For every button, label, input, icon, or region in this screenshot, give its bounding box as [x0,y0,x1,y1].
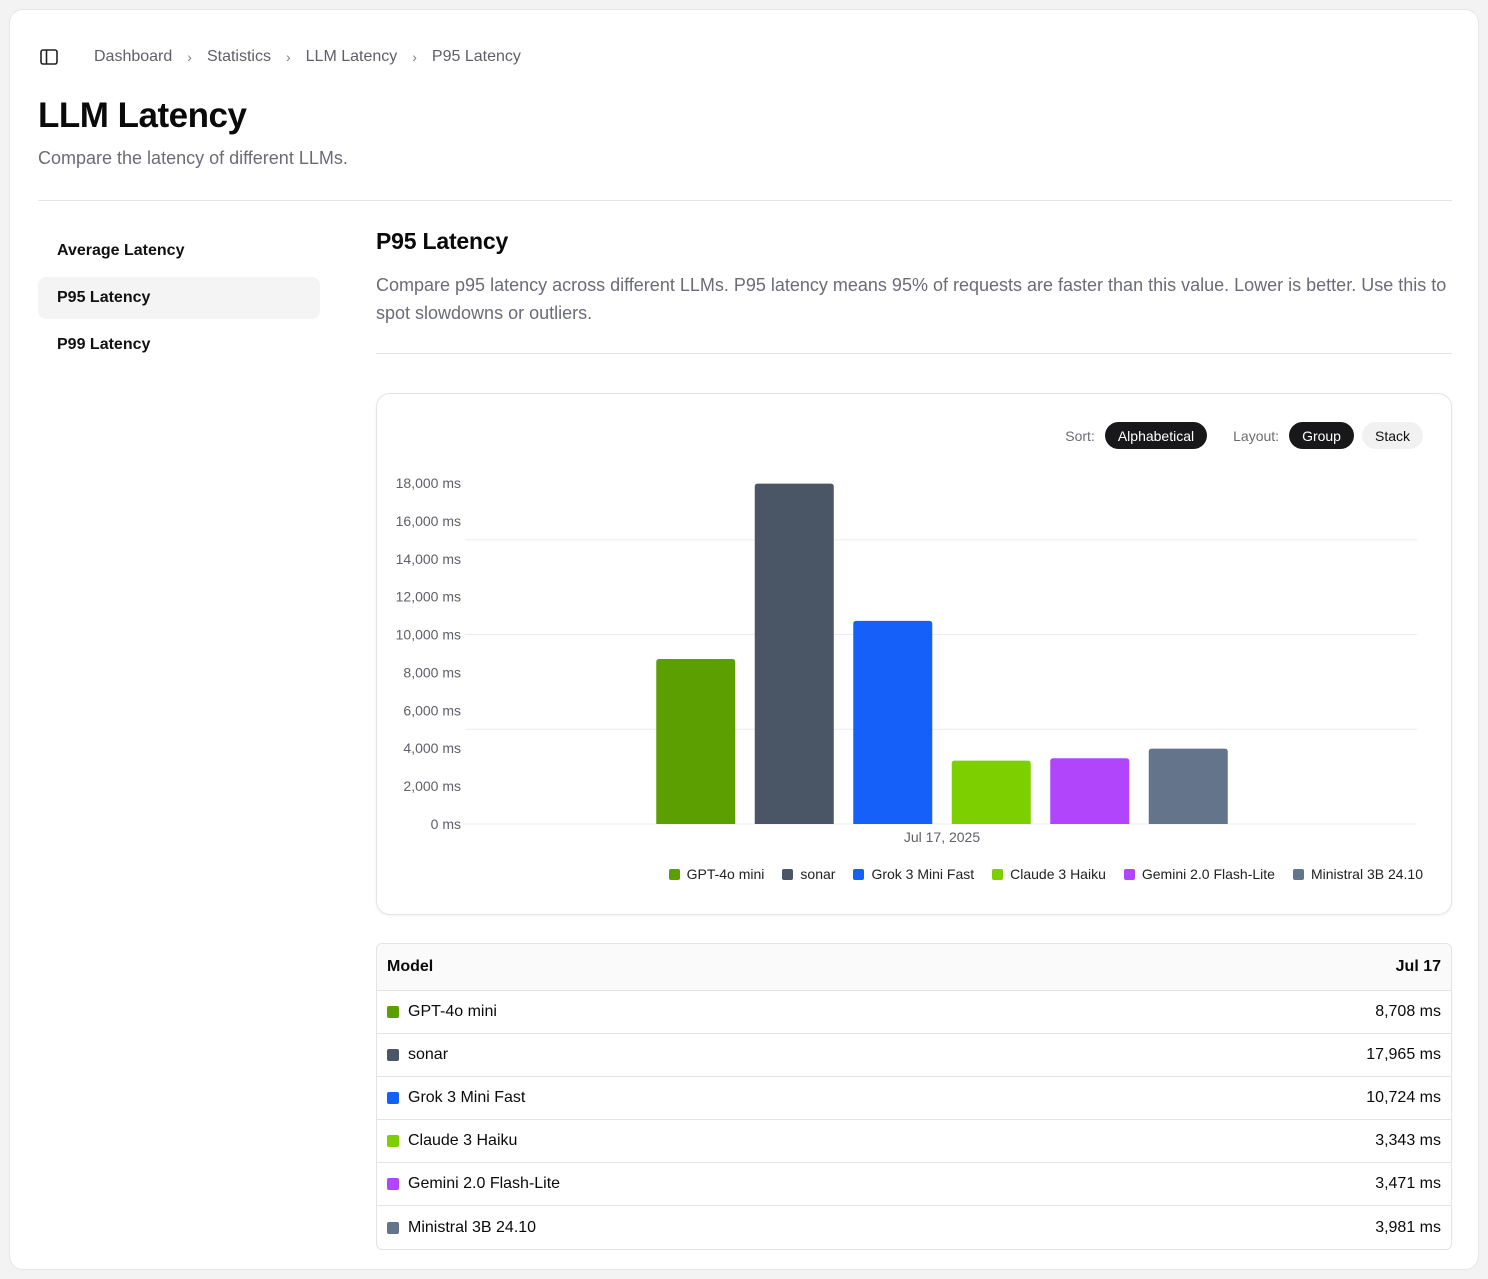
nav-item-p99-latency[interactable]: P99 Latency [57,336,151,353]
y-tick-label: 4,000 ms [403,740,461,756]
breadcrumb-llm-latency[interactable]: LLM Latency [305,48,398,65]
chart-card: Sort: Alphabetical Layout: Group Stack 0… [376,393,1452,915]
sub-nav: Average Latency P95 Latency P99 Latency [38,230,320,371]
table-header: Model Jul 17 [377,944,1451,991]
table-row: sonar 17,965 ms [377,1034,1451,1077]
model-name: GPT-4o mini [408,1003,497,1020]
table-row: Ministral 3B 24.10 3,981 ms [377,1206,1451,1249]
legend-label: Ministral 3B 24.10 [1310,866,1423,882]
model-name: Gemini 2.0 Flash-Lite [408,1175,561,1192]
nav-item-average-latency[interactable]: Average Latency [57,242,185,259]
sidebar-toggle-icon[interactable] [38,46,60,68]
legend-item[interactable]: Claude 3 Haiku [992,866,1106,882]
model-color-swatch [387,1049,399,1061]
legend-swatch [668,868,680,880]
layout-group-button[interactable]: Group [1289,422,1354,449]
main-content: P95 Latency Compare p95 latency across d… [376,228,1452,1250]
chart-controls: Sort: Alphabetical Layout: Group Stack [1065,422,1423,449]
layout-label: Layout: [1233,427,1280,444]
breadcrumb: Dashboard › Statistics › LLM Latency › P… [94,48,521,66]
latency-value: 3,981 ms [1375,1218,1441,1236]
app-frame: Dashboard › Statistics › LLM Latency › P… [9,9,1479,1270]
legend-item[interactable]: Ministral 3B 24.10 [1292,866,1423,882]
chevron-right-icon: › [412,49,417,65]
chevron-right-icon: › [285,49,291,65]
breadcrumb-dashboard[interactable]: Dashboard [94,48,173,65]
chart-legend: GPT-4o mini sonar Grok 3 Mini Fast Claude 3… [668,866,1423,882]
latency-value: 8,708 ms [1375,1003,1441,1020]
model-color-swatch [387,1092,399,1104]
legend-item[interactable]: Grok 3 Mini Fast [853,866,974,882]
column-header-model: Model [387,958,434,975]
sort-alphabetical-button[interactable]: Alphabetical [1104,422,1208,449]
legend-swatch [782,868,794,880]
table-row: Grok 3 Mini Fast 10,724 ms [377,1077,1451,1120]
breadcrumb-statistics[interactable]: Statistics [206,48,271,65]
model-color-swatch [387,1135,399,1147]
y-tick-label: 14,000 ms [396,551,461,567]
sort-label: Sort: [1065,427,1095,444]
latency-value: 3,343 ms [1375,1132,1441,1149]
model-name: Ministral 3B 24.10 [408,1218,537,1236]
page-title: LLM Latency [38,96,247,135]
legend-swatch [992,868,1004,880]
section-title: P95 Latency [376,228,509,254]
y-tick-label: 10,000 ms [396,627,461,643]
model-name: sonar [408,1046,449,1063]
bar[interactable] [1148,748,1228,824]
bar[interactable] [951,760,1031,824]
y-tick-label: 6,000 ms [403,702,461,718]
legend-swatch [853,868,865,880]
legend-label: Gemini 2.0 Flash-Lite [1141,866,1275,882]
latency-table: Model Jul 17 GPT-4o mini 8,708 ms sonar 17,… [376,943,1452,1250]
y-tick-label: 12,000 ms [396,589,461,605]
bar[interactable] [754,483,834,824]
bar-chart: 0 ms 2,000 ms 4,000 ms 6,000 ms 8,000 ms 10,0… [396,475,1417,845]
chevron-right-icon: › [187,49,192,65]
divider [38,200,1452,201]
bar[interactable] [1050,758,1130,824]
bar[interactable] [853,620,933,824]
topbar: Dashboard › Statistics › LLM Latency › P… [38,34,521,80]
y-tick-label: 18,000 ms [396,475,461,491]
divider [376,353,1452,354]
legend-item[interactable]: GPT-4o mini [668,866,765,882]
layout-stack-button[interactable]: Stack [1361,422,1423,449]
legend-swatch [1123,868,1135,880]
breadcrumb-p95-latency: P95 Latency [431,48,521,65]
bar[interactable] [656,659,736,824]
legend-item[interactable]: Gemini 2.0 Flash-Lite [1123,866,1275,882]
table-row: GPT-4o mini 8,708 ms [377,991,1451,1034]
latency-value: 10,724 ms [1366,1089,1441,1106]
legend-item[interactable]: sonar [782,866,835,882]
page-subtitle: Compare the latency of different LLMs. [38,148,348,168]
model-color-swatch [387,1006,399,1018]
nav-item-p95-latency[interactable]: P95 Latency [38,277,320,319]
model-color-swatch [387,1178,399,1190]
table-row: Gemini 2.0 Flash-Lite 3,471 ms [377,1163,1451,1206]
legend-label: sonar [800,866,836,882]
legend-label: Grok 3 Mini Fast [871,866,975,882]
y-tick-label: 2,000 ms [403,778,461,794]
y-tick-label: 8,000 ms [403,664,461,680]
latency-value: 17,965 ms [1366,1046,1441,1063]
table-row: Claude 3 Haiku 3,343 ms [377,1120,1451,1163]
y-tick-label: 16,000 ms [396,513,461,529]
model-name: Grok 3 Mini Fast [408,1089,526,1106]
section-description: Compare p95 latency across different LLM… [376,275,1447,323]
table-body: GPT-4o mini 8,708 ms sonar 17,965 ms Grok 3 … [377,991,1451,1249]
latency-value: 3,471 ms [1375,1175,1441,1192]
column-header-date: Jul 17 [1395,958,1441,975]
legend-label: Claude 3 Haiku [1010,866,1106,882]
y-tick-label: 0 ms [431,816,461,832]
x-tick-label: Jul 17, 2025 [904,829,980,845]
legend-label: GPT-4o mini [686,866,765,882]
model-name: Claude 3 Haiku [408,1132,518,1149]
legend-swatch [1292,868,1304,880]
model-color-swatch [387,1221,399,1234]
